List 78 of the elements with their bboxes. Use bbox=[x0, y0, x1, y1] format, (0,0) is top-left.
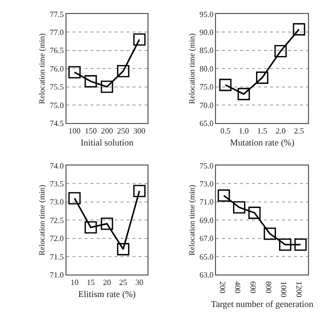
y-tick-label: 77.0 bbox=[50, 28, 64, 38]
x-tick-label: 2.5 bbox=[294, 126, 304, 136]
x-tick-label: 200 bbox=[218, 281, 227, 294]
x-tick-label: 15 bbox=[86, 278, 95, 288]
point bbox=[100, 218, 114, 230]
y-tick-label: 74.5 bbox=[50, 118, 64, 128]
y-tick-label: 75.5 bbox=[50, 82, 64, 92]
x-axis-title: Mutation rate (%) bbox=[230, 138, 294, 148]
y-axis-title: Relocation time (min) bbox=[187, 184, 196, 256]
y-tick-label: 85.0 bbox=[200, 46, 214, 56]
x-axis-title: Target number of generation bbox=[210, 299, 314, 310]
point bbox=[68, 192, 81, 204]
point bbox=[219, 78, 232, 92]
point bbox=[274, 45, 287, 58]
point bbox=[133, 33, 146, 46]
point bbox=[248, 206, 261, 219]
y-tick-label: 75.0 bbox=[50, 100, 64, 110]
y-axis-title: Relocation time (min) bbox=[38, 184, 46, 256]
point bbox=[84, 75, 97, 88]
point bbox=[84, 221, 97, 234]
point bbox=[133, 184, 146, 198]
y-axis-title: Relocation time (min) bbox=[187, 32, 196, 104]
point bbox=[117, 65, 130, 78]
point bbox=[100, 80, 114, 93]
x-tick-label: 25 bbox=[119, 278, 128, 288]
point bbox=[294, 238, 307, 251]
y-tick-label: 71.0 bbox=[50, 270, 64, 280]
y-tick-label: 90.0 bbox=[200, 28, 214, 38]
y-tick-label: 65.0 bbox=[200, 118, 214, 128]
y-tick-label: 73.5 bbox=[50, 180, 64, 189]
x-tick-label: 1200 bbox=[294, 281, 304, 298]
y-tick-label: 72.0 bbox=[50, 234, 64, 244]
x-tick-label: 20 bbox=[102, 278, 111, 288]
x-tick-label: 250 bbox=[117, 126, 130, 136]
point bbox=[218, 189, 230, 202]
x-tick-label: 10 bbox=[70, 278, 79, 288]
x-tick-label: 30 bbox=[135, 278, 144, 288]
point bbox=[233, 201, 246, 214]
y-tick-label: 76.5 bbox=[50, 46, 64, 56]
x-tick-label: 100 bbox=[68, 126, 81, 136]
x-tick-label: 600 bbox=[248, 281, 258, 294]
y-tick-label: 69.0 bbox=[200, 216, 214, 225]
x-tick-label: 0.5 bbox=[220, 126, 230, 136]
x-axis-title: Elitism rate (%) bbox=[78, 289, 136, 300]
y-tick-label: 71.0 bbox=[200, 198, 214, 207]
point bbox=[68, 66, 81, 78]
x-tick-label: 1.5 bbox=[257, 126, 268, 136]
point bbox=[292, 23, 306, 36]
x-tick-label: 2.0 bbox=[276, 126, 286, 136]
x-tick-label: 150 bbox=[84, 126, 97, 136]
y-tick-label: 74.0 bbox=[50, 161, 64, 170]
y-tick-label: 95.0 bbox=[200, 10, 214, 19]
x-tick-label: 1.0 bbox=[238, 126, 249, 136]
x-axis-title: Initial solution bbox=[80, 138, 134, 148]
y-tick-label: 75.0 bbox=[200, 161, 214, 170]
x-tick-label: 800 bbox=[264, 281, 273, 294]
y-tick-label: 73.0 bbox=[50, 198, 64, 207]
y-tick-label: 67.0 bbox=[200, 234, 214, 244]
y-tick-label: 70.0 bbox=[200, 100, 214, 110]
y-tick-label: 76.0 bbox=[50, 64, 64, 74]
y-tick-label: 77.5 bbox=[50, 10, 64, 19]
x-tick-label: 300 bbox=[133, 126, 146, 136]
point bbox=[279, 238, 292, 251]
y-tick-label: 63.0 bbox=[200, 270, 214, 280]
x-tick-label: 400 bbox=[233, 281, 242, 294]
y-tick-label: 65.0 bbox=[200, 252, 214, 262]
y-tick-label: 80.0 bbox=[200, 64, 214, 74]
y-tick-label: 72.5 bbox=[50, 216, 64, 225]
y-tick-label: 73.0 bbox=[200, 180, 214, 189]
point bbox=[256, 72, 268, 84]
point bbox=[117, 243, 130, 256]
x-tick-label: 1000 bbox=[279, 281, 288, 298]
y-tick-label: 71.5 bbox=[50, 252, 64, 262]
y-axis-title: Relocation time (min) bbox=[38, 32, 46, 104]
x-tick-label: 200 bbox=[100, 126, 113, 136]
y-tick-label: 75.0 bbox=[200, 82, 214, 92]
point bbox=[238, 88, 250, 100]
point bbox=[264, 228, 276, 240]
